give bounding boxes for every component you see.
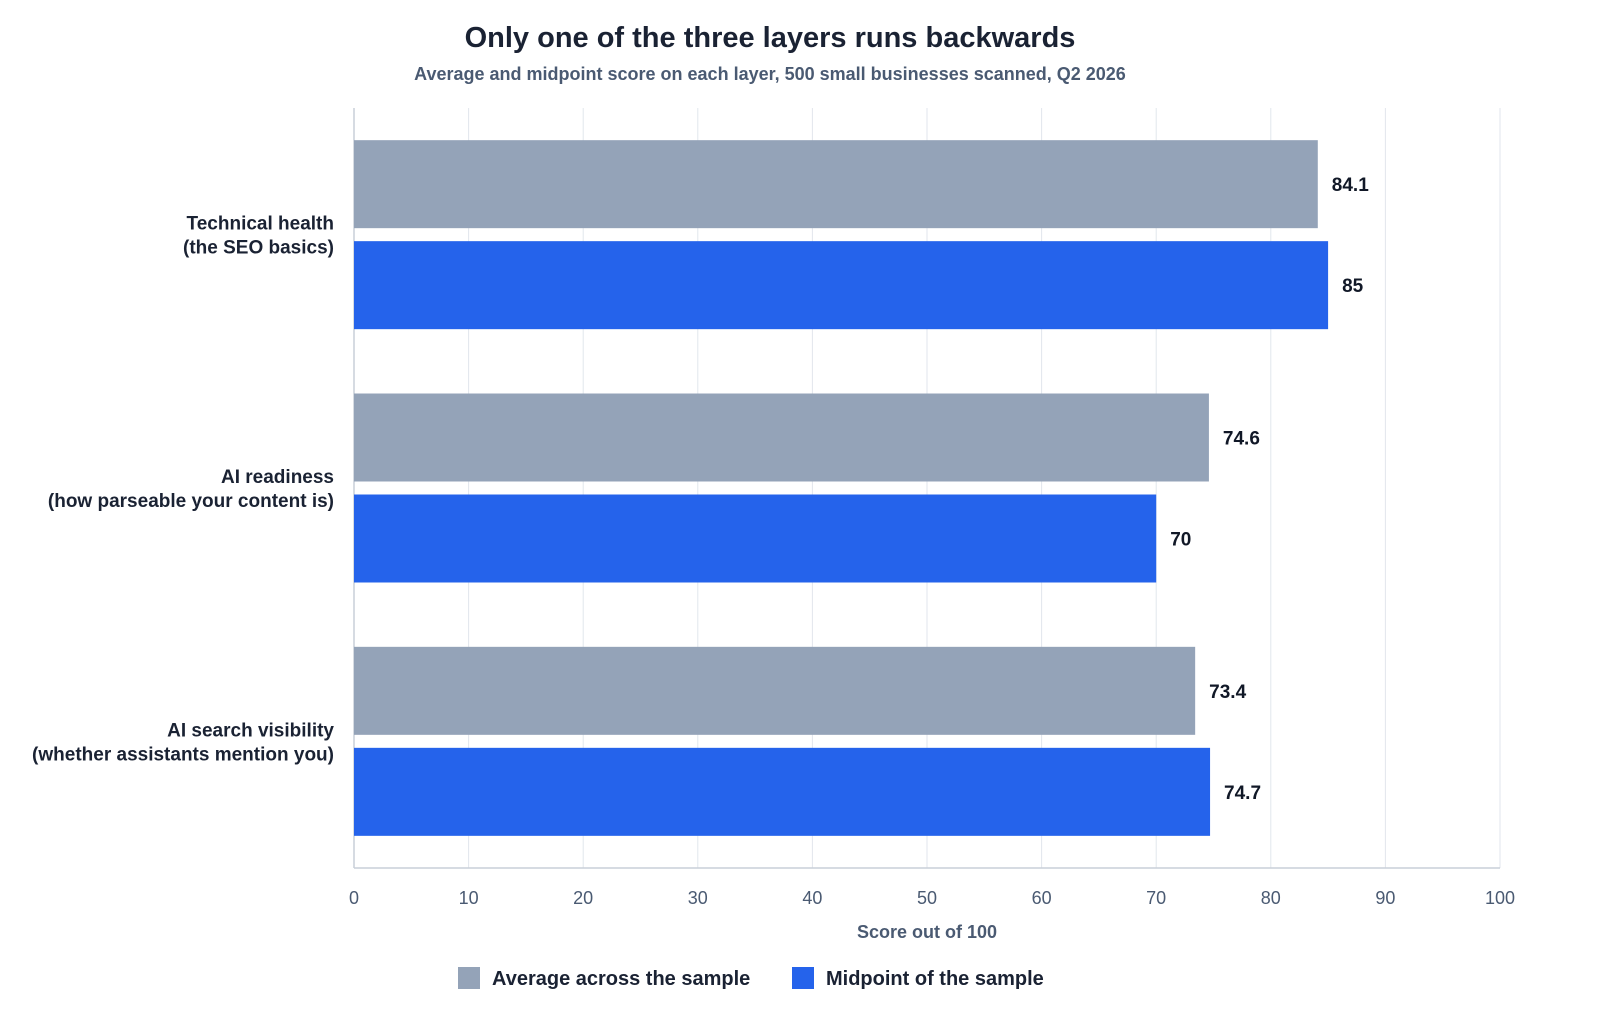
x-tick-label: 20: [573, 888, 593, 908]
bar: [354, 747, 1211, 836]
x-tick-label: 40: [802, 888, 822, 908]
value-labels: 84.1 85 74.6 70 73.4 74.7: [1170, 175, 1369, 804]
x-tick-label: 50: [917, 888, 937, 908]
data-label: 84.1: [1332, 175, 1369, 196]
x-tick-label: 90: [1375, 888, 1395, 908]
legend-swatch: [792, 967, 814, 989]
x-tick-label: 0: [349, 888, 359, 908]
category-sublabel: (the SEO basics): [183, 238, 334, 259]
bar: [354, 241, 1329, 330]
category-labels: Technical health (the SEO basics) AI readi…: [32, 214, 334, 766]
chart-subtitle: Average and midpoint score on each layer…: [414, 64, 1126, 84]
data-label: 70: [1170, 530, 1191, 551]
category-sublabel: (how parseable your content is): [48, 491, 334, 512]
bar: [354, 393, 1209, 482]
bar: [354, 646, 1196, 735]
data-label: 85: [1342, 276, 1364, 297]
legend-swatch: [458, 967, 480, 989]
legend: Average across the sample Midpoint of the…: [458, 967, 1044, 990]
category-label: AI readiness: [221, 467, 334, 488]
grid: [353, 108, 1501, 869]
category-label: Technical health: [187, 214, 334, 235]
x-axis-ticks: 0 10 20 30 40 50 60 70 80 90 100: [349, 888, 1515, 908]
data-label: 74.7: [1224, 783, 1261, 804]
bar: [354, 494, 1157, 583]
category-sublabel: (whether assistants mention you): [32, 744, 334, 765]
x-tick-label: 60: [1032, 888, 1052, 908]
legend-label: Midpoint of the sample: [826, 968, 1044, 990]
legend-label: Average across the sample: [492, 968, 750, 990]
data-label: 74.6: [1223, 429, 1260, 450]
data-label: 73.4: [1209, 682, 1246, 703]
x-tick-label: 10: [459, 888, 479, 908]
x-tick-label: 80: [1261, 888, 1281, 908]
x-tick-label: 100: [1485, 888, 1515, 908]
category-label: AI search visibility: [167, 720, 334, 741]
chart-title: Only one of the three layers runs backwa…: [465, 22, 1076, 54]
x-axis-title: Score out of 100: [857, 922, 997, 942]
bars: [354, 140, 1329, 836]
x-tick-label: 70: [1146, 888, 1166, 908]
x-tick-label: 30: [688, 888, 708, 908]
bar: [354, 140, 1318, 229]
